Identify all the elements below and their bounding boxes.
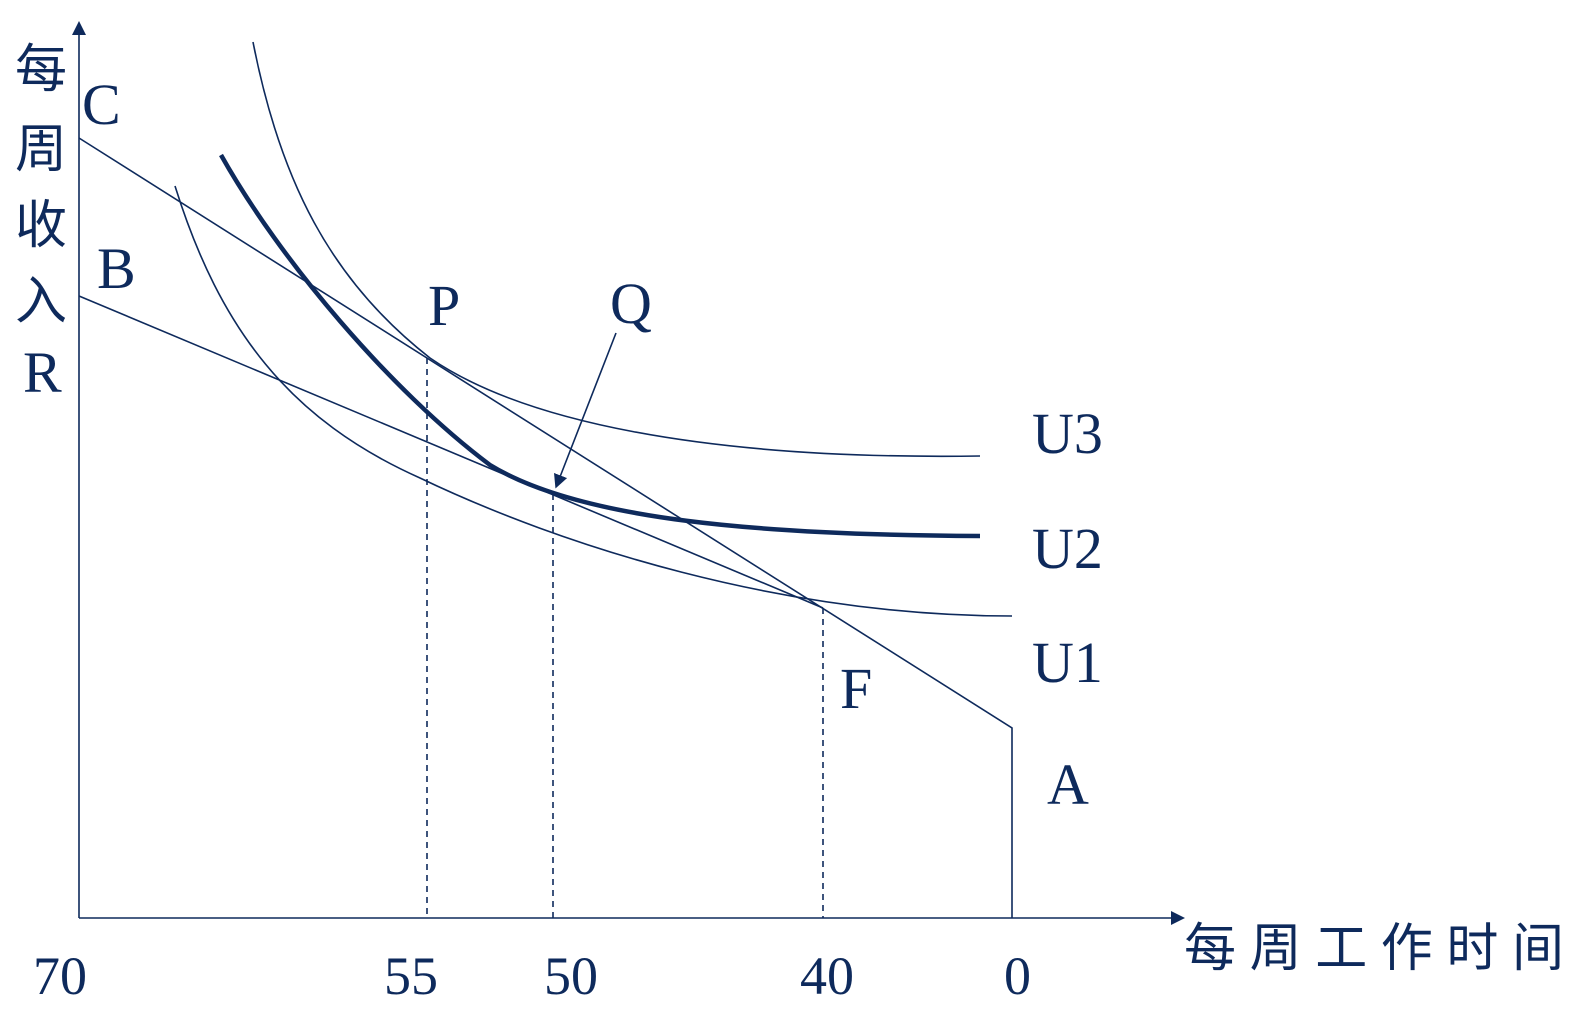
x-tick-0: 0 — [1004, 946, 1031, 1005]
indifference-curve-u1 — [174, 185, 1013, 617]
budget-line-bf — [78, 295, 824, 609]
curve-label-u2: U2 — [1032, 516, 1103, 581]
point-label-b: B — [97, 236, 136, 301]
point-label-q: Q — [610, 271, 652, 336]
x-axis-label: 每周工作时间 — [1184, 919, 1564, 979]
q-arrow — [554, 332, 617, 489]
x-tick-70: 70 — [33, 946, 87, 1005]
y-axis-label-char-5: R — [23, 340, 62, 405]
x-tick-50: 50 — [544, 946, 598, 1005]
y-axis-label-char-3: 收 — [15, 196, 67, 256]
indifference-curve-u2 — [219, 153, 981, 539]
curve-label-u1: U1 — [1032, 630, 1103, 695]
point-label-p: P — [428, 273, 460, 338]
indifference-curve-u3 — [252, 41, 981, 458]
y-axis-label-char-2: 周 — [15, 120, 67, 180]
point-label-a: A — [1047, 752, 1089, 817]
curve-label-u3: U3 — [1032, 401, 1103, 466]
y-axis-label-char-1: 每 — [15, 40, 67, 100]
point-label-c: C — [82, 72, 121, 137]
point-label-f: F — [840, 656, 872, 721]
y-axis-label-char-4: 入 — [15, 272, 67, 332]
x-tick-40: 40 — [800, 946, 854, 1005]
x-tick-55: 55 — [384, 946, 438, 1005]
budget-line-ca — [78, 137, 1013, 918]
